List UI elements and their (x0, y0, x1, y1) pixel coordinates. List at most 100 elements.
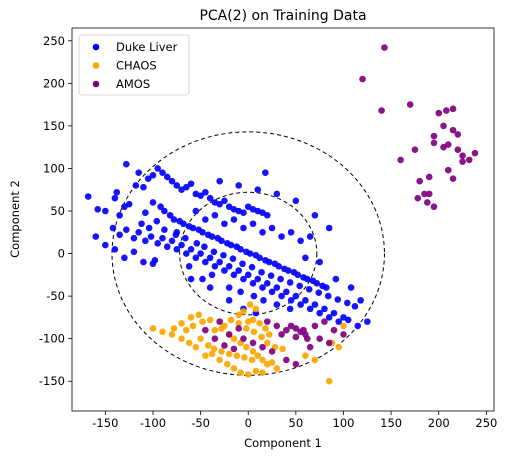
amos-point (411, 146, 419, 154)
amos-point (381, 44, 388, 51)
y-tick-label: -100 (39, 332, 65, 346)
duke-liver-point (206, 254, 214, 262)
duke-liver-point (258, 268, 265, 276)
duke-liver-point (159, 169, 166, 176)
duke-liver-point (254, 186, 262, 194)
amos-point (440, 143, 447, 151)
circles-layer (111, 131, 385, 376)
x-axis-label: Component 1 (244, 436, 322, 450)
duke-liver-point (268, 288, 276, 296)
duke-liver-point (199, 275, 206, 283)
y-tick-label: 100 (43, 161, 65, 175)
duke-liver-point (192, 207, 200, 215)
amos-point (263, 318, 271, 325)
duke-liver-point (311, 301, 319, 308)
duke-liver-point (145, 224, 153, 232)
amos-point (240, 335, 247, 342)
legend-label: CHAOS (116, 59, 157, 73)
duke-liver-point (325, 314, 333, 321)
amos-point (425, 190, 433, 198)
amos-point (311, 322, 319, 330)
y-tick-label: 250 (43, 34, 65, 48)
duke-liver-point (202, 216, 209, 223)
chaos-point (252, 367, 260, 375)
chaos-point (302, 352, 309, 359)
chaos-point (218, 348, 225, 355)
duke-liver-point (159, 234, 166, 242)
chaos-point (246, 301, 254, 308)
duke-liver-point (113, 188, 121, 196)
duke-liver-point (197, 192, 204, 199)
duke-liver-point (109, 224, 117, 232)
chaos-point (254, 352, 262, 359)
duke-liver-point (147, 233, 155, 240)
duke-liver-point (122, 226, 130, 234)
duke-liver-point (149, 260, 157, 268)
chaos-point (249, 316, 257, 324)
duke-liver-point (153, 217, 161, 225)
duke-liver-point (364, 318, 371, 325)
duke-liver-point (256, 254, 263, 262)
amos-point (459, 158, 466, 165)
amos-point (211, 335, 219, 342)
duke-liver-point (297, 301, 304, 308)
duke-liver-point (273, 284, 281, 291)
amos-point (259, 343, 266, 351)
x-tick-label: 200 (428, 416, 450, 430)
chaos-point (168, 331, 176, 338)
amos-point (283, 326, 290, 334)
duke-liver-point (180, 220, 187, 228)
duke-liver-point (268, 224, 276, 232)
duke-liver-point (283, 288, 290, 296)
chaos-point (335, 343, 343, 351)
amos-point (273, 322, 281, 330)
amos-point (421, 190, 428, 198)
y-tick-label: 0 (58, 247, 65, 261)
duke-liver-point (211, 263, 219, 270)
duke-liver-point (227, 241, 235, 249)
duke-liver-point (192, 254, 200, 262)
duke-liver-point (187, 180, 195, 188)
x-axis: -150 -100 -50 0 50 100 150 200 250 (92, 411, 497, 430)
duke-liver-point (239, 260, 246, 268)
chaos-point (183, 326, 190, 334)
chaos-point (233, 352, 241, 359)
duke-liver-point (254, 275, 262, 283)
duke-liver-point (278, 233, 285, 240)
chaos-point (195, 311, 202, 319)
chart-title: PCA(2) on Training Data (199, 8, 366, 24)
duke-liver-point (316, 258, 323, 266)
chaos-point (210, 345, 218, 353)
y-tick-label: 200 (43, 76, 65, 90)
plot-area (71, 27, 495, 412)
chaos-point (221, 322, 228, 330)
amos-point (430, 203, 438, 211)
plot-frame (71, 27, 495, 412)
duke-liver-point (354, 322, 362, 330)
chaos-point (230, 365, 238, 372)
duke-liver-point (249, 220, 257, 228)
amos-point (424, 199, 431, 206)
duke-liver-point (334, 296, 342, 303)
duke-liver-point (292, 292, 300, 300)
amos-point (449, 105, 457, 113)
chaos-point (263, 339, 271, 347)
amos-point (435, 109, 443, 117)
duke-liver-point (330, 309, 338, 317)
chaos-point (187, 314, 195, 321)
duke-liver-point (262, 169, 269, 176)
x-tick-label: 100 (333, 416, 355, 430)
duke-liver-point (275, 263, 283, 270)
duke-liver-point (306, 305, 314, 313)
duke-liver-point (168, 177, 176, 185)
chaos-point (250, 328, 258, 336)
duke-liver-point (211, 211, 219, 219)
duke-liver-point (122, 160, 130, 168)
chaos-point (202, 352, 209, 359)
y-tick-label: 150 (43, 119, 65, 133)
duke-liver-point (166, 211, 174, 219)
duke-liver-point (263, 280, 271, 287)
duke-liver-point (185, 263, 193, 270)
